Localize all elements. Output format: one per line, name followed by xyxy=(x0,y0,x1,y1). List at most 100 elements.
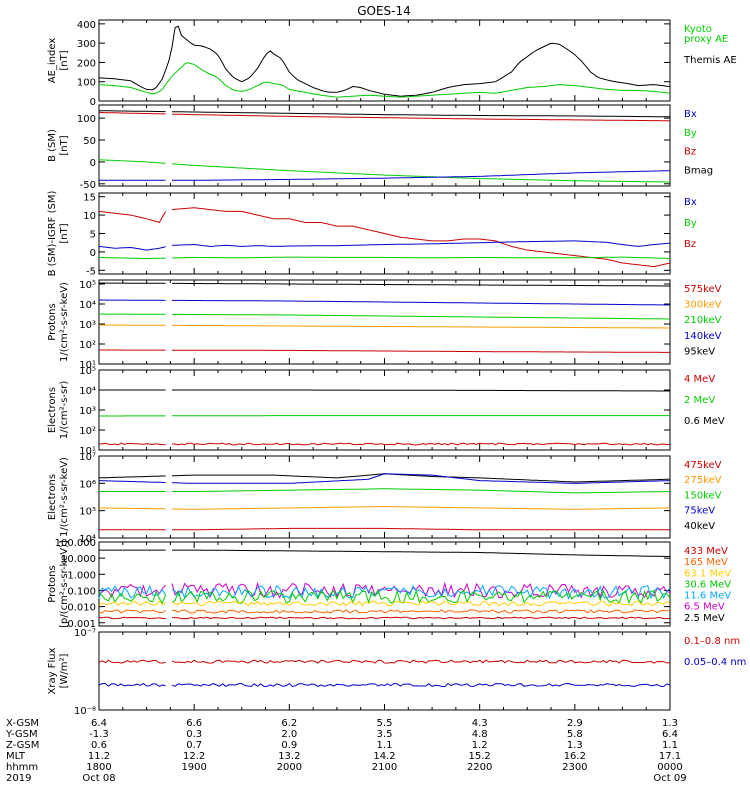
y-tick-label: 10² xyxy=(79,426,96,437)
x-axis-row-value: 2.9 xyxy=(567,718,583,729)
x-axis-row-value: 0.6 xyxy=(91,740,107,751)
legend-entry: 75keV xyxy=(684,506,715,517)
y-tick-label: 15 xyxy=(83,193,96,204)
series-line-by xyxy=(171,163,671,183)
series-line-63-1-mev xyxy=(171,600,671,607)
legend-entry: By xyxy=(684,218,697,229)
series-line-433-mev xyxy=(98,616,166,620)
x-axis-row-value: 6.4 xyxy=(662,729,678,740)
legend-entry: 30.6 MeV xyxy=(684,579,731,590)
y-tick-label: 0.001 xyxy=(67,619,96,630)
x-axis-row-value: 5.8 xyxy=(567,729,583,740)
y-axis-label: [nT] xyxy=(59,135,70,155)
panel-frame xyxy=(98,369,671,451)
series-line-bx xyxy=(98,245,166,251)
series-line-0-1-0-8-nm xyxy=(98,659,166,664)
legend-entry: Bmag xyxy=(684,165,713,176)
panel-6: 10⁴ 10⁵ 10⁶ 10⁷ Electrons 1/(cm²-s-sr-keV) 475… xyxy=(47,452,722,545)
legend-entry: 275keV xyxy=(684,475,722,486)
y-tick-label: 10⁴ xyxy=(79,386,96,397)
y-tick-label: 10³ xyxy=(79,406,96,417)
legend-entry: Bz xyxy=(684,239,696,250)
legend-entry: 40keV xyxy=(684,521,715,532)
y-axis-label: B (SM)-IGRF (SM) xyxy=(47,191,58,277)
y-tick-label: 100 xyxy=(77,78,96,89)
y-axis-label: 1/(cm²-s-sr-keV) xyxy=(59,282,70,362)
legend-entry: 165 MeV xyxy=(684,557,728,568)
x-axis-row-label: Y-GSM xyxy=(5,729,38,740)
y-axis-label: [nT] xyxy=(59,50,70,70)
y-axis-label: [nT] xyxy=(59,223,70,243)
x-axis-row-value: 1.3 xyxy=(567,740,583,751)
series-line-30-6-mev xyxy=(171,589,671,605)
y-tick-label: 10.000 xyxy=(61,554,96,565)
series-line-0-05-0-4-nm xyxy=(171,682,671,688)
y-tick-label: 50 xyxy=(83,136,96,147)
panel-3: -5 0 5 10 15 B (SM)-IGRF (SM) [nT] Bx By Bz xyxy=(47,191,697,278)
series-line-63-1-mev xyxy=(98,600,166,606)
y-axis-label: [W/m²] xyxy=(59,653,70,688)
x-axis-row-label: 2019 xyxy=(6,773,31,784)
series-line-140kev xyxy=(172,299,670,306)
legend-entry: 11.6 MeV xyxy=(684,591,731,602)
y-tick-label: 100.000 xyxy=(55,538,96,549)
series-line-275kev xyxy=(172,506,671,510)
y-axis-label: Xray Flux xyxy=(47,647,58,694)
panel-frame xyxy=(98,631,671,711)
x-axis-row-value: 14.2 xyxy=(373,751,395,762)
x-axis-row-value: 13.2 xyxy=(278,751,300,762)
series-line-bmag xyxy=(172,111,670,118)
series-line-0-6-mev xyxy=(172,389,670,392)
series-line-by xyxy=(98,256,166,259)
y-tick-label: 1.000 xyxy=(67,570,96,581)
series-line-95kev xyxy=(172,282,670,287)
series-line-bz xyxy=(171,113,671,122)
series-line-6-5-mev xyxy=(171,581,671,599)
x-axis-row-value: 6.6 xyxy=(186,718,202,729)
y-tick-label: 10⁵ xyxy=(79,280,96,291)
y-tick-label: 10³ xyxy=(79,320,96,331)
legend-entry: 0.1–0.8 nm xyxy=(684,636,740,647)
legend-entry: 433 MeV xyxy=(684,546,728,557)
series-line-kyoto-proxy-ae xyxy=(98,62,671,98)
y-tick-label: 10¹ xyxy=(79,446,96,457)
legend-entry: 0.05–0.4 nm xyxy=(684,657,746,668)
series-line-bx xyxy=(172,170,670,181)
x-axis-row-value: 1.1 xyxy=(377,740,393,751)
y-tick-label: 200 xyxy=(77,58,96,69)
series-line-by xyxy=(98,159,166,164)
series-line-275kev xyxy=(98,507,166,510)
panel-4: 10¹ 10² 10³ 10⁴ 10⁵ Protons 1/(cm²-s-sr-keV) 57… xyxy=(47,279,722,371)
y-tick-label: 100 xyxy=(77,114,96,125)
y-tick-label: 0.010 xyxy=(67,603,96,614)
legend-entry: Bz xyxy=(684,147,696,158)
x-axis-row-value: 4.8 xyxy=(472,729,488,740)
y-tick-label: 0 xyxy=(90,97,96,108)
legend-entry: 210keV xyxy=(684,315,722,326)
x-axis-row-value: 0.7 xyxy=(186,740,202,751)
legend-entry: 95keV xyxy=(684,346,715,357)
legend-entry: 475keV xyxy=(684,460,722,471)
series-line-300kev xyxy=(172,324,670,329)
panel-8: 10⁻⁸ 10⁻⁷ Xray Flux [W/m²] 0.1–0.8 nm 0.05–0.… xyxy=(47,628,746,717)
x-axis-row-value: 2100 xyxy=(372,762,397,773)
y-tick-label: 10⁵ xyxy=(79,366,96,377)
series-line-bx xyxy=(171,240,671,247)
legend-entry: Kyoto xyxy=(684,24,712,35)
y-tick-label: 10⁴ xyxy=(79,534,96,545)
panel-5: 10¹ 10² 10³ 10⁴ 10⁵ Electrons 1/(cm²-s-sr) 4 Me… xyxy=(47,366,725,457)
x-axis-row-value: 6.4 xyxy=(91,718,107,729)
panel-frame xyxy=(98,104,671,187)
x-axis-row-value: -1.3 xyxy=(89,729,109,740)
x-axis-row-value: 0.3 xyxy=(186,729,202,740)
x-axis-row-value: 4.3 xyxy=(472,718,488,729)
x-axis-row-value: 2000 xyxy=(277,762,302,773)
x-axis-row-value: 1.2 xyxy=(472,740,488,751)
series-line-0-05-0-4-nm xyxy=(98,682,166,687)
y-tick-label: 10⁷ xyxy=(79,452,96,463)
legend-entry: By xyxy=(684,128,697,139)
legend-entry: Bx xyxy=(684,109,697,120)
y-axis-label: Protons xyxy=(47,565,58,602)
